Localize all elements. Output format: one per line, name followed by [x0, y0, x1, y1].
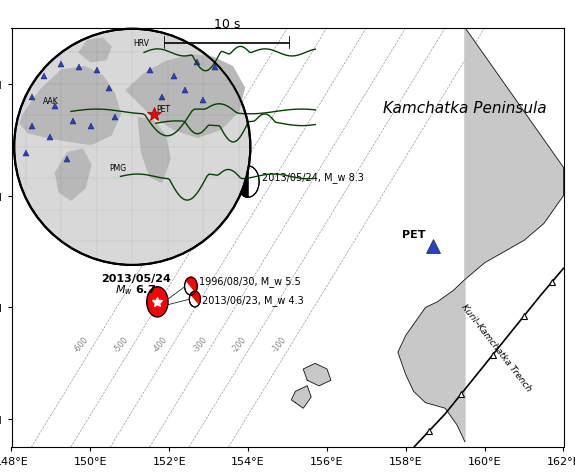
Wedge shape — [191, 292, 200, 305]
Circle shape — [189, 292, 200, 307]
Text: 2013/05/24: 2013/05/24 — [101, 273, 171, 283]
Text: 2013/05/24, M_w 8.3: 2013/05/24, M_w 8.3 — [262, 171, 364, 182]
Text: -200: -200 — [231, 335, 248, 354]
Circle shape — [237, 167, 259, 198]
Wedge shape — [237, 167, 248, 198]
Text: Kuril–Kamchatka Trench: Kuril–Kamchatka Trench — [459, 302, 534, 392]
Polygon shape — [303, 364, 331, 386]
Text: 10 s: 10 s — [214, 18, 240, 31]
Text: 2013/06/23, M_w 4.3: 2013/06/23, M_w 4.3 — [202, 295, 304, 306]
Text: -600: -600 — [72, 335, 91, 354]
Text: -300: -300 — [191, 335, 209, 354]
Wedge shape — [186, 278, 197, 292]
Polygon shape — [126, 56, 244, 138]
Text: AAK: AAK — [43, 97, 59, 106]
Text: PMG: PMG — [109, 164, 126, 173]
Text: Kamchatka Peninsula: Kamchatka Peninsula — [383, 100, 547, 115]
Text: HRV: HRV — [134, 39, 150, 48]
Text: -500: -500 — [112, 335, 130, 354]
Text: 1996/08/30, M_w 5.5: 1996/08/30, M_w 5.5 — [199, 276, 301, 287]
Text: $M_w$ 6.7: $M_w$ 6.7 — [115, 282, 156, 296]
Polygon shape — [56, 150, 91, 200]
Polygon shape — [138, 118, 170, 183]
Circle shape — [147, 287, 168, 317]
Polygon shape — [292, 386, 311, 408]
Polygon shape — [79, 39, 111, 63]
Polygon shape — [20, 68, 120, 145]
Text: PET: PET — [402, 230, 426, 240]
Text: -100: -100 — [270, 335, 288, 354]
Circle shape — [185, 278, 197, 296]
Circle shape — [14, 30, 250, 266]
Polygon shape — [398, 29, 564, 442]
Text: PET: PET — [156, 105, 170, 114]
Text: -400: -400 — [151, 335, 170, 354]
